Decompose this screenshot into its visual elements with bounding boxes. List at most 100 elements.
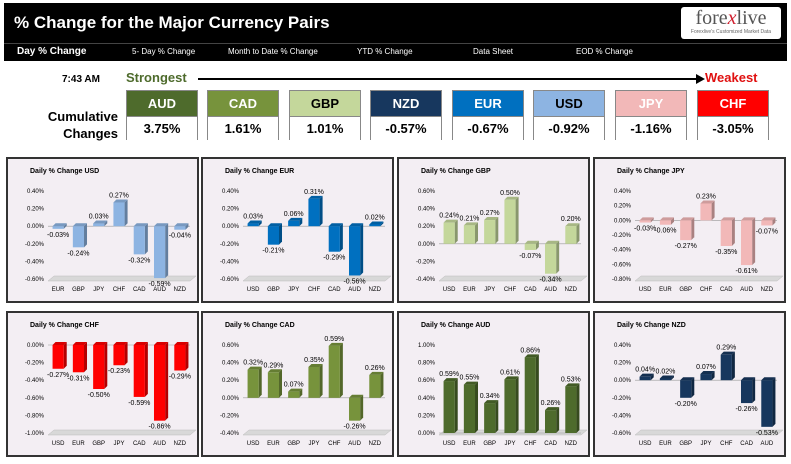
title-bar: % Change for the Major Currency Pairs fo… [4,3,787,43]
x-tick-label: AUD [348,287,361,293]
data-label: -0.29% [169,374,191,381]
y-tick-label: 0.20% [222,378,240,384]
bar-usd [247,220,262,227]
bar-cad [133,223,148,255]
bar-cad [328,223,343,252]
bar-aud [348,223,364,276]
bar-chf [328,342,343,398]
bar-aud [153,342,169,421]
y-tick-label: 0.20% [222,207,240,213]
bar-chart: 1.00% 0.80% 0.60% 0.40% 0.20% 0.00% 0.59% USD 0.… [418,343,588,447]
cumulative-changes-label: Cumulative Changes [47,109,118,141]
x-tick-label: CHF [524,441,537,447]
x-tick-label: GBP [267,287,280,293]
y-tick-label: 1.00% [418,343,436,349]
data-label: 0.50% [500,190,520,197]
y-tick-label: 0.00% [418,242,436,248]
data-label: -0.21% [262,248,284,255]
y-tick-label: 0.20% [27,207,45,213]
x-tick-label: CHF [113,287,126,293]
chart-title: Daily % Change CHF [30,322,99,329]
x-tick-label: USD [639,441,652,447]
data-label: 0.27% [480,210,500,217]
y-tick-label: -0.20% [220,413,240,419]
bar-chart: 0.00% -0.20% -0.40% -0.60% -0.80% -1.00% -0.27… [25,342,197,447]
currency-box-usd: USD -0.92% [533,90,605,140]
bar-chf [524,354,539,433]
bar-chf [113,199,128,227]
x-tick-label: USD [443,441,456,447]
y-tick-label: -0.20% [612,396,632,402]
x-tick-label: EUR [52,287,65,293]
data-label: 0.06% [284,211,304,218]
bar-jpy [700,371,715,381]
y-tick-label: 0.60% [418,189,436,195]
x-tick-label: NZD [369,287,382,293]
tab-5-day-change[interactable]: 5- Day % Change [132,47,196,56]
y-tick-label: 0.40% [222,189,240,195]
x-tick-label: CAD [720,287,733,293]
y-tick-label: 0.20% [614,204,632,210]
bar-eur [267,369,283,398]
y-tick-label: -0.40% [612,413,632,419]
data-label: 0.20% [561,216,581,223]
bar-cad [133,342,148,397]
chart-title: Daily % Change CAD [225,322,295,329]
data-label: -0.29% [323,255,345,262]
bar-nzd [761,217,776,226]
data-label: 0.86% [520,347,540,354]
currency-box-aud: AUD 3.75% [126,90,198,140]
tab-day-change[interactable]: Day % Change [17,46,87,57]
x-tick-label: AUD [153,287,166,293]
bar-aud [153,223,169,279]
currency-box-eur: EUR -0.67% [452,90,524,140]
data-label: -0.06% [654,228,676,235]
x-tick-label: NZD [761,287,774,293]
x-tick-label: JPY [700,441,711,447]
bar-cad [524,240,539,250]
bar-chart: 0.60% 0.40% 0.20% 0.00% -0.20% -0.40% 0.24% USD… [416,189,588,293]
tab-ytd-change[interactable]: YTD % Change [357,47,413,56]
bar-jpy [113,342,128,366]
data-label: 0.07% [284,382,304,389]
x-tick-label: NZD [174,287,187,293]
bar-gbp [680,377,695,398]
data-label: -0.03% [47,232,69,239]
x-tick-label: CHF [700,287,713,293]
tab-eod-change[interactable]: EOD % Change [576,47,633,56]
chart-floor [634,275,784,282]
data-label: 0.26% [541,400,561,407]
data-label: -0.26% [343,424,365,431]
x-tick-label: JPY [484,287,495,293]
bar-eur [463,381,479,433]
strength-arrowhead [696,74,705,84]
y-tick-label: 0.20% [418,224,436,230]
x-tick-label: AUD [740,287,753,293]
x-tick-label: JPY [308,441,319,447]
tab-month-to-date[interactable]: Month to Date % Change [228,47,318,56]
tab-bar: Day % Change 5- Day % Change Month to Da… [4,43,787,61]
bar-chart: 0.40% 0.20% 0.00% -0.20% -0.40% -0.60% -0.03% E… [25,189,197,293]
logo-text: forexlive [695,7,767,29]
chart-panel-gbp: Daily % Change GBP 0.60% 0.40% 0.20% 0.00% -0… [397,157,590,303]
y-tick-label: 0.00% [614,378,632,384]
bar-aud [544,240,560,274]
currency-box-nzd: NZD -0.57% [370,90,442,140]
x-tick-label: AUD [348,441,361,447]
bar-jpy [308,364,323,398]
forexlive-logo[interactable]: forexlive Forexlive's Customized Market … [681,7,781,39]
data-label: -0.03% [634,226,656,233]
bar-nzd [565,383,580,433]
currency-cumulative-value: -0.67% [453,116,523,140]
bar-usd [247,366,262,398]
currency-box-jpy: JPY -1.16% [615,90,687,140]
y-tick-label: 0.00% [27,343,45,349]
bar-jpy [504,376,519,433]
currency-box-gbp: GBP 1.01% [289,90,361,140]
data-label: 0.29% [263,362,283,369]
y-tick-label: 0.00% [27,224,45,230]
chart-floor [47,275,197,282]
bar-gbp [72,223,88,248]
x-tick-label: NZD [369,441,382,447]
tab-data-sheet[interactable]: Data Sheet [473,47,514,56]
